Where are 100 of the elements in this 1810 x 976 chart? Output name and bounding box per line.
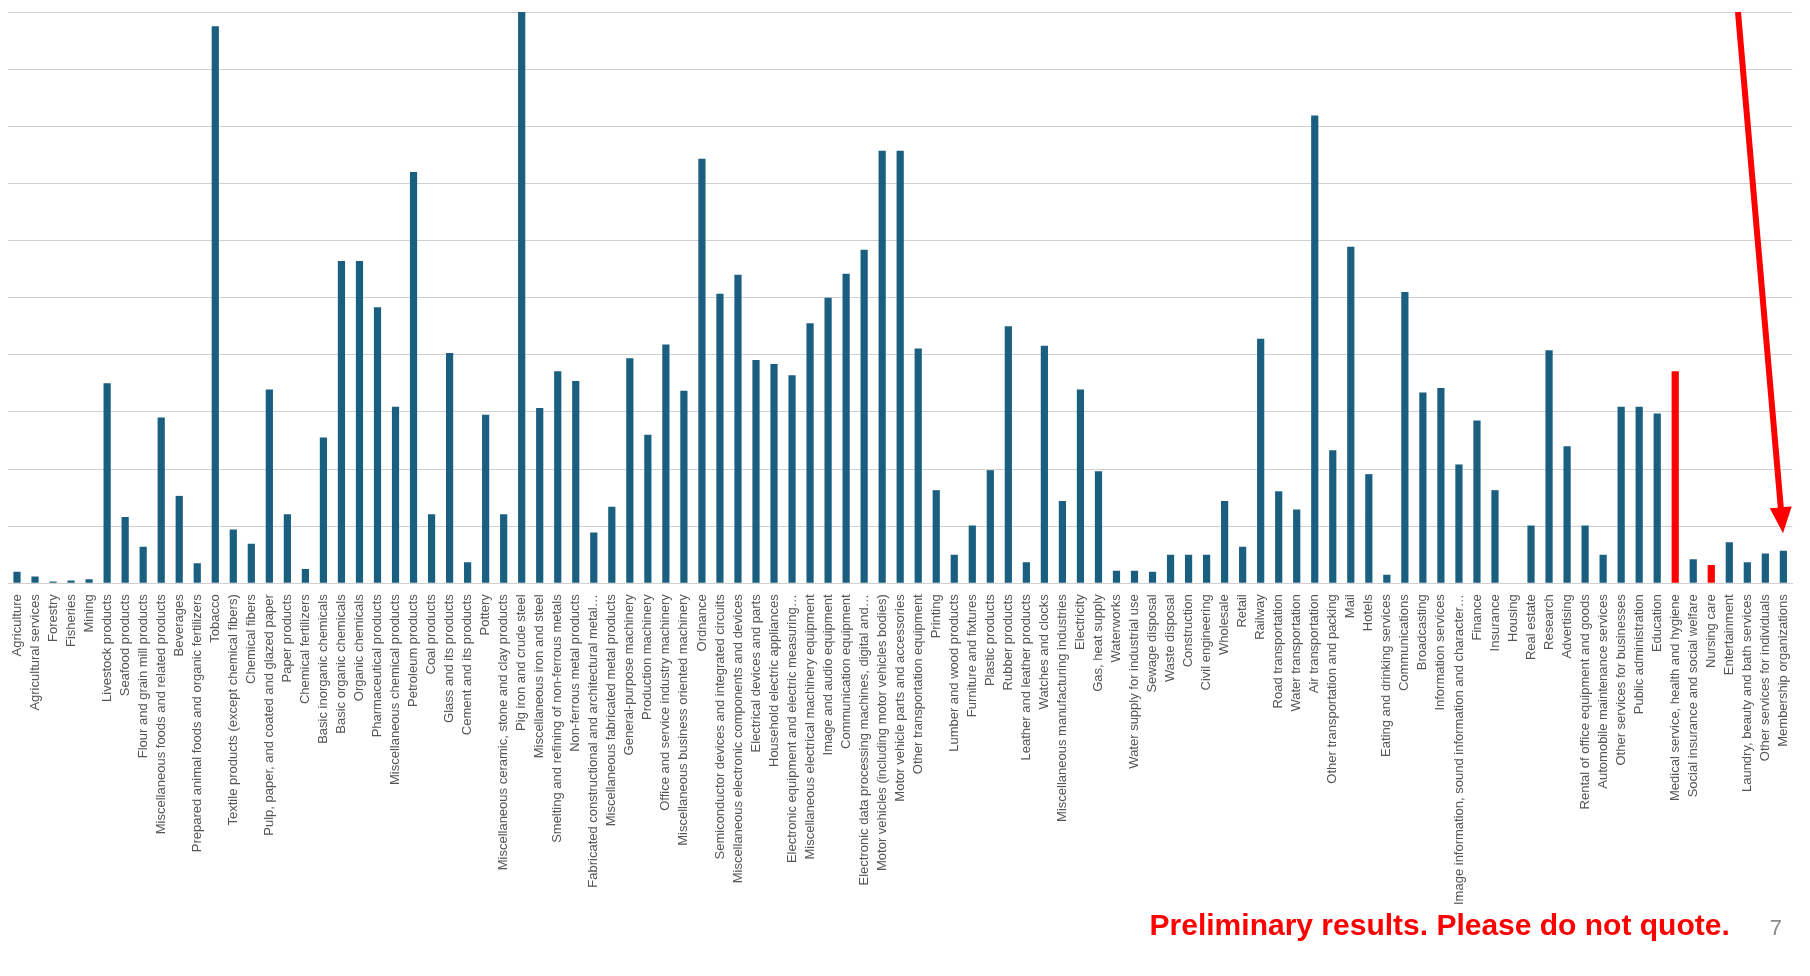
x-tick-label: Production machinery <box>639 593 655 721</box>
bar <box>518 12 526 583</box>
x-tick-label: Coal products <box>423 593 439 675</box>
bar <box>13 571 21 583</box>
x-tick-label: Communication equipment <box>837 593 853 749</box>
bar <box>1004 326 1012 583</box>
x-tick-label: Mining <box>80 594 96 633</box>
x-tick-label: Electronic equipment and electric measuring… <box>783 594 799 864</box>
bar <box>1347 246 1355 583</box>
bar <box>734 274 742 583</box>
x-tick-label: Civil engineering <box>1198 594 1214 691</box>
x-tick-label: Other transportation equipment <box>909 593 925 775</box>
x-tick-label: Rubber products <box>999 593 1015 691</box>
bar <box>319 437 328 583</box>
x-tick-label: Air transportation <box>1306 594 1322 694</box>
bar <box>590 532 598 583</box>
x-tick-label: Lumber and wood products <box>945 593 961 752</box>
bar <box>337 261 346 583</box>
bar <box>1365 474 1373 583</box>
x-tick-label: Printing <box>927 594 943 639</box>
x-tick-label: Communications <box>1396 593 1412 692</box>
x-tick-label: Construction <box>1180 594 1196 668</box>
bar <box>355 261 364 583</box>
bar <box>1635 406 1643 583</box>
x-tick-label: Waterworks <box>1108 593 1124 663</box>
bar <box>1239 546 1247 583</box>
x-tick-label: Image and audio equipment <box>819 593 835 756</box>
x-tick-label: Railway <box>1252 593 1268 640</box>
bar <box>1257 338 1265 583</box>
x-tick-label: Entertainment <box>1720 593 1736 676</box>
bar <box>67 580 75 583</box>
bar <box>1076 389 1085 583</box>
bar <box>1707 565 1715 583</box>
x-tick-label: Paper products <box>278 593 294 683</box>
bar <box>121 517 129 583</box>
x-tick-label: Information services <box>1432 593 1448 711</box>
x-tick-label: Watches and clocks <box>1035 593 1051 710</box>
x-tick-label: Housing <box>1504 594 1520 642</box>
x-tick-label: Insurance <box>1486 594 1502 652</box>
bar <box>1166 554 1175 583</box>
bar <box>157 417 165 583</box>
bar <box>1617 406 1625 583</box>
x-tick-label: Non-ferrous metal products <box>567 593 583 752</box>
x-tick-label: Social insurance and social welfare <box>1684 594 1700 798</box>
x-tick-label: Pulp, paper, and coated and glazed paper <box>260 593 276 836</box>
x-tick-label: Pharmaceutical products <box>369 593 385 738</box>
x-tick-label: Public administration <box>1630 594 1646 715</box>
bar <box>1293 509 1301 583</box>
bar <box>1671 371 1679 583</box>
x-tick-label: Other transportation and packing <box>1324 594 1340 784</box>
bar <box>824 297 832 583</box>
x-tick-label: Miscellaneous manufacturing industries <box>1053 593 1069 822</box>
bar <box>247 543 255 583</box>
x-tick-label: Motor vehicle parts and accessories <box>891 593 907 802</box>
x-tick-label: Electronic data processing machines, digital and… <box>855 594 871 886</box>
bar <box>1491 490 1499 583</box>
bar <box>1581 525 1589 583</box>
x-tick-label: Rental of office equipment and goods <box>1576 593 1592 810</box>
x-tick-label: Real estate <box>1522 594 1538 661</box>
x-tick-label: Water transportation <box>1288 594 1304 712</box>
bar <box>1779 550 1787 583</box>
bar <box>806 323 814 583</box>
x-tick-label: Pottery <box>477 593 493 636</box>
x-tick-label: Office and service industry machinery <box>657 593 673 811</box>
x-tick-label: Beverages <box>170 593 186 657</box>
bar <box>1130 570 1139 583</box>
bar <box>31 576 39 583</box>
bar <box>950 554 958 583</box>
x-tick-label: Petroleum products <box>405 593 421 708</box>
bar <box>662 344 670 583</box>
x-tick-label: Prepared animal foods and organic fertilizers <box>188 593 204 853</box>
bar <box>1401 291 1409 583</box>
x-tick-label: Leather and leather products <box>1017 593 1033 761</box>
x-tick-label: Automobile maintenance services <box>1594 593 1610 789</box>
bar <box>409 171 418 583</box>
bar <box>1148 571 1157 583</box>
x-tick-label: Forestry <box>44 593 60 642</box>
bar <box>1761 553 1769 583</box>
x-tick-label: Fisheries <box>62 593 78 648</box>
bar <box>626 358 634 583</box>
x-tick-label: Organic chemicals <box>351 593 367 702</box>
x-tick-label: Other services for businesses <box>1612 593 1628 766</box>
bar <box>788 375 796 583</box>
bar <box>445 353 454 583</box>
bar <box>1743 562 1751 583</box>
bar <box>1545 350 1553 583</box>
text: 7 <box>1769 915 1782 941</box>
x-tick-label: Miscellaneous electronic components and devices <box>729 593 745 884</box>
bar <box>373 307 382 583</box>
bar <box>698 158 706 583</box>
x-tick-label: Basic inorganic chemicals <box>315 593 330 744</box>
x-tick-label: Fabricated constructional and architectural metal… <box>585 594 601 888</box>
bar <box>1653 413 1661 583</box>
bar <box>139 546 147 583</box>
x-tick-label: Pig iron and crude steel <box>513 594 529 731</box>
bar <box>1455 464 1463 583</box>
x-tick-label: Medical service, health and hygiene <box>1666 594 1682 801</box>
bar <box>1329 450 1337 583</box>
x-tick-label: Retail <box>1234 594 1250 628</box>
x-tick-label: Waste disposal <box>1162 594 1178 682</box>
